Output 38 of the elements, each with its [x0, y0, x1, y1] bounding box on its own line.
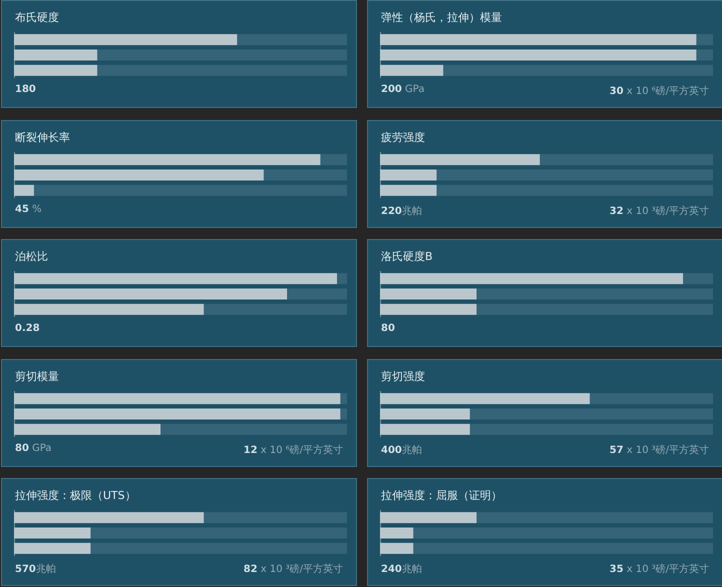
text: 80 [381, 323, 395, 334]
chart-title: 洛氏硬度B [381, 249, 433, 264]
chart-title: 拉伸强度：屈服（证明） [381, 488, 502, 503]
bar [264, 169, 347, 181]
bar [14, 184, 34, 196]
text: 32 x 10 ³磅/平方英寸 [610, 206, 709, 217]
chart-title: 布氏硬度 [15, 10, 59, 25]
text: 12 x 10 ⁶磅/平方英寸 [244, 445, 343, 456]
text: 180 [15, 84, 36, 95]
chart-title: 断裂伸长率 [15, 130, 70, 145]
bar [14, 304, 204, 315]
text: 30 x 10 ⁶磅/平方英寸 [610, 86, 709, 97]
chart-title: 剪切模量 [15, 369, 59, 384]
text: 57 x 10 ³磅/平方英寸 [610, 445, 709, 456]
bar [14, 288, 288, 300]
bar [14, 273, 338, 284]
chart-title: 泊松比 [15, 249, 48, 264]
text: 200 GPa [381, 84, 425, 95]
bar [287, 288, 347, 300]
bar [204, 304, 347, 315]
chart-title: 疲劳强度 [381, 130, 425, 145]
chart-title: 弹性（杨氏，拉伸）模量 [381, 10, 502, 25]
bar [320, 154, 347, 166]
bar [34, 184, 347, 196]
text: 240兆帕 [381, 564, 422, 575]
bar [14, 154, 320, 166]
text: 45 % [15, 204, 42, 215]
text: 570兆帕 [15, 564, 56, 575]
text: 82 x 10 ³磅/平方英寸 [244, 564, 343, 575]
text: 220兆帕 [381, 206, 422, 217]
text: 400兆帕 [381, 445, 422, 456]
text: 80 GPa [15, 443, 52, 454]
chart-title: 拉伸强度：极限（UTS） [15, 488, 136, 503]
chart-title: 剪切强度 [381, 369, 425, 384]
text: 35 x 10 ³磅/平方英寸 [610, 564, 709, 575]
bar [14, 169, 264, 181]
bar [337, 273, 347, 284]
text: 0.28 [15, 323, 40, 334]
